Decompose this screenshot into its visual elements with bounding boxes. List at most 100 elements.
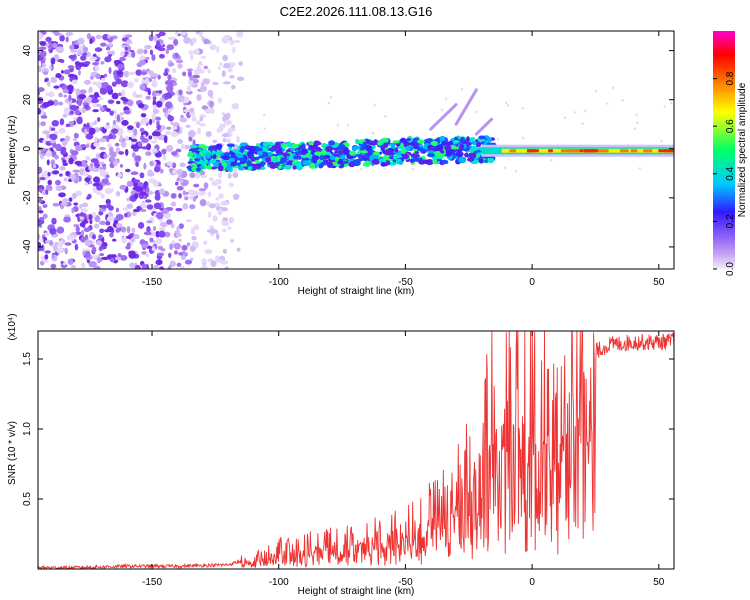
noise-blob <box>96 117 101 123</box>
tone-peak <box>548 149 553 153</box>
noise-blob <box>65 170 70 177</box>
noise-blob <box>201 36 205 42</box>
noise-blob <box>156 124 161 130</box>
signal-blob <box>237 165 244 171</box>
noise-blob <box>44 250 51 254</box>
noise-blob <box>51 254 55 259</box>
noise-blob <box>38 87 45 93</box>
signal-blob <box>269 164 277 169</box>
spectrogram-x-tick-label: -50 <box>398 277 413 288</box>
noise-blob <box>85 155 91 161</box>
noise-blob <box>38 46 47 51</box>
spectrogram-marks <box>38 31 674 269</box>
noise-blob <box>185 124 191 128</box>
signal-blob <box>325 145 334 153</box>
noise-blob <box>88 122 96 127</box>
noise-blob <box>189 245 196 252</box>
noise-blob <box>133 128 138 136</box>
noise-blob <box>127 99 134 107</box>
noise-blob <box>372 131 375 135</box>
noise-blob <box>514 170 518 173</box>
noise-blob <box>178 89 183 96</box>
noise-blob <box>42 130 51 135</box>
noise-blob <box>80 143 87 148</box>
noise-blob <box>38 107 42 115</box>
signal-blob <box>236 162 242 167</box>
noise-blob <box>178 238 182 242</box>
noise-blob <box>70 265 77 269</box>
signal-blob <box>271 145 280 150</box>
noise-blob <box>174 250 178 255</box>
noise-blob <box>122 207 129 211</box>
noise-blob <box>94 47 103 53</box>
noise-blob <box>99 228 105 234</box>
noise-blob <box>115 227 121 233</box>
signal-blob <box>198 144 207 149</box>
noise-blob <box>94 215 101 223</box>
noise-blob <box>44 254 49 260</box>
noise-blob <box>67 73 76 78</box>
signal-blob <box>476 141 482 147</box>
tone-peak <box>568 149 580 153</box>
noise-blob <box>69 44 75 50</box>
signal-blob <box>193 147 199 151</box>
signal-blob <box>308 146 317 151</box>
noise-blob <box>157 47 166 52</box>
noise-blob <box>153 166 161 173</box>
signal-blob <box>418 159 426 165</box>
signal-blob <box>313 141 322 146</box>
noise-blob <box>124 46 128 51</box>
noise-blob <box>130 237 136 243</box>
noise-blob <box>573 111 577 114</box>
signal-blob <box>372 151 380 156</box>
noise-blob <box>70 150 79 156</box>
noise-blob <box>74 243 79 251</box>
signal-blob <box>195 154 202 159</box>
signal-blob <box>363 154 370 159</box>
spectrogram-y-tick-label: 0 <box>22 146 33 152</box>
noise-blob <box>38 219 42 227</box>
noise-blob <box>98 234 103 240</box>
noise-blob <box>93 265 101 269</box>
signal-blob <box>205 152 212 159</box>
noise-blob <box>496 138 499 141</box>
noise-blob <box>80 262 86 269</box>
noise-blob <box>71 79 78 85</box>
noise-blob <box>155 40 161 48</box>
noise-blob <box>180 265 185 269</box>
signal-blob <box>416 147 425 152</box>
noise-blob <box>108 42 113 47</box>
noise-blob <box>185 191 189 195</box>
signal-blob <box>276 155 281 162</box>
noise-blob <box>84 182 89 186</box>
noise-blob <box>218 193 224 199</box>
noise-blob <box>38 198 43 204</box>
noise-blob <box>95 103 102 107</box>
noise-blob <box>135 161 139 168</box>
spectrogram-x-tick-label: -100 <box>269 277 289 288</box>
noise-blob <box>157 131 161 136</box>
signal-blob <box>246 151 253 157</box>
noise-blob <box>173 125 178 130</box>
signal-blob <box>487 137 492 144</box>
noise-blob <box>440 108 444 112</box>
noise-blob <box>611 86 615 90</box>
signal-blob <box>309 162 316 169</box>
snr-y-tick-label: 1.0 <box>22 422 33 436</box>
noise-blob <box>182 109 191 113</box>
noise-blob <box>109 157 116 163</box>
noise-blob <box>165 48 170 55</box>
noise-blob <box>222 248 227 254</box>
noise-blob <box>633 127 636 130</box>
noise-blob <box>59 59 65 63</box>
noise-blob <box>94 65 99 72</box>
noise-blob <box>109 110 115 115</box>
noise-blob <box>359 167 363 171</box>
noise-blob <box>179 162 186 168</box>
noise-blob <box>39 50 47 58</box>
snr-y-ticks: 0.5 1.0 1.5 <box>22 352 674 506</box>
noise-blob <box>118 151 125 155</box>
noise-blob <box>199 199 207 207</box>
signal-wisp <box>454 88 478 126</box>
noise-blob <box>97 96 104 101</box>
